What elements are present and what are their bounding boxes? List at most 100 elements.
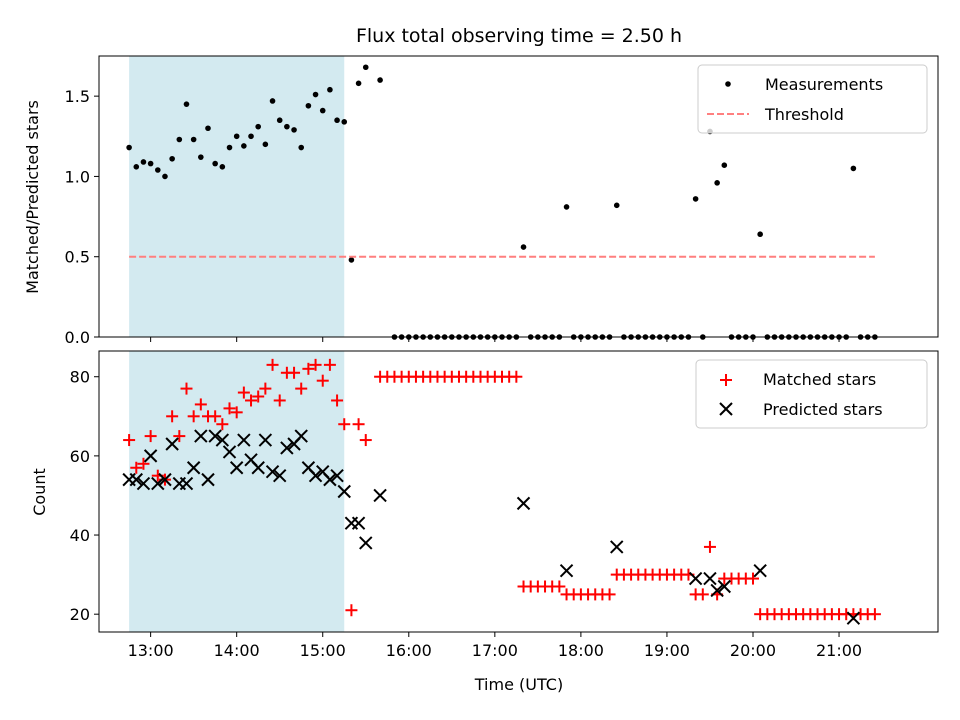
measurement-point [241, 143, 247, 149]
top-y-tick-label: 0.0 [65, 328, 90, 347]
predicted-stars-point [136, 476, 151, 491]
predicted-stars-point [258, 433, 273, 447]
matched-stars-point [144, 430, 157, 443]
measurement-point [520, 244, 527, 250]
measurement-point [140, 159, 147, 165]
matched-stars-point [216, 418, 229, 431]
matched-stars-point [746, 572, 759, 585]
matched-stars-point [180, 382, 193, 395]
bottom-series-marks [122, 358, 881, 625]
predicted-stars-point [251, 461, 265, 475]
legend-matched-label: Matched stars [763, 370, 876, 389]
top-series-marks [126, 64, 878, 340]
measurement-point [305, 102, 312, 109]
legend-measurements-marker [725, 81, 731, 87]
matched-stars-point [359, 434, 372, 447]
measurement-point [291, 127, 297, 133]
predicted-stars-point [703, 571, 717, 586]
measurement-point [133, 163, 140, 170]
top-shaded-region [129, 56, 345, 337]
predicted-stars-point [337, 484, 351, 499]
predicted-stars-point [229, 461, 244, 475]
matched-stars-point [252, 390, 265, 403]
measurement-point [226, 144, 233, 151]
top-y-tick-label: 0.5 [65, 248, 90, 267]
predicted-stars-point [201, 472, 215, 487]
measurement-point [355, 80, 362, 87]
measurement-point [563, 204, 570, 210]
measurement-point [377, 77, 383, 83]
measurement-point [721, 162, 728, 168]
predicted-stars-point [273, 468, 287, 483]
measurement-point [212, 160, 218, 167]
measurement-point [255, 123, 261, 130]
legend-matched-marker [720, 374, 732, 386]
matched-stars-point [295, 382, 308, 395]
x-tick-label: 15:00 [300, 641, 346, 660]
measurement-point [850, 165, 857, 172]
predicted-stars-point [323, 472, 337, 487]
measurement-point [147, 160, 154, 167]
measurement-point [233, 133, 240, 140]
bottom-y-tick-label: 40 [70, 526, 90, 545]
x-tick-label: 21:00 [816, 641, 862, 660]
matched-stars-point [137, 457, 150, 470]
top-panel: 0.0 0.5 1.0 1.5 Matched/Predicted stars Mea… [23, 55, 939, 347]
predicted-stars-point [143, 449, 158, 463]
predicted-stars-point [351, 516, 366, 530]
measurement-point [269, 98, 276, 104]
predicted-stars-point [308, 468, 323, 483]
predicted-stars-point [151, 476, 165, 491]
measurement-point [248, 133, 254, 140]
bottom-shaded-region [129, 351, 345, 632]
measurement-point [348, 257, 355, 263]
matched-stars-point [316, 374, 329, 387]
measurement-point [613, 202, 620, 209]
matched-stars-point [230, 406, 243, 419]
measurement-point [198, 154, 204, 160]
x-tick-label: 13:00 [128, 641, 174, 660]
bottom-legend-box [695, 359, 928, 429]
predicted-stars-point [158, 472, 172, 487]
measurement-point [298, 144, 305, 151]
predicted-stars-point [280, 441, 294, 455]
matched-stars-point [309, 358, 322, 371]
bottom-plot-frame [98, 350, 939, 633]
matched-stars-point [173, 430, 186, 443]
matched-stars-point [302, 362, 315, 375]
predicted-stars-point [294, 429, 308, 443]
matched-stars-point [209, 410, 222, 423]
matched-stars-point [553, 580, 566, 593]
measurement-point [312, 91, 319, 98]
x-tick-label: 14:00 [214, 641, 260, 660]
chart-title: Flux total observing time = 2.50 h [356, 25, 682, 47]
matched-stars-point [194, 398, 207, 411]
measurement-point [341, 119, 348, 125]
matched-stars-point [223, 402, 236, 415]
predicted-stars-point [688, 571, 703, 586]
predicted-stars-point [194, 429, 208, 443]
top-legend: Measurements Threshold [697, 64, 928, 134]
matched-stars-point [696, 588, 709, 601]
matched-stars-point [345, 604, 358, 617]
top-y-ticks: 0.0 0.5 1.0 1.5 [65, 87, 99, 347]
measurement-point [334, 117, 340, 124]
measurement-point [262, 141, 269, 148]
x-tick-label: 16:00 [386, 641, 432, 660]
legend-predicted-label: Predicted stars [763, 400, 883, 419]
measurement-point [190, 136, 197, 143]
top-legend-box [697, 64, 928, 134]
matched-stars-point [331, 394, 344, 407]
bottom-y-axis-label: Count [30, 468, 49, 516]
predicted-stars-point [559, 563, 574, 578]
matched-stars-point [323, 358, 336, 371]
predicted-stars-point [265, 465, 280, 479]
predicted-stars-point [237, 433, 251, 447]
predicted-stars-point [165, 437, 179, 451]
predicted-stars-point [215, 433, 230, 447]
matched-stars-point [123, 434, 136, 447]
measurement-point [692, 196, 699, 202]
predicted-stars-point [717, 579, 732, 594]
